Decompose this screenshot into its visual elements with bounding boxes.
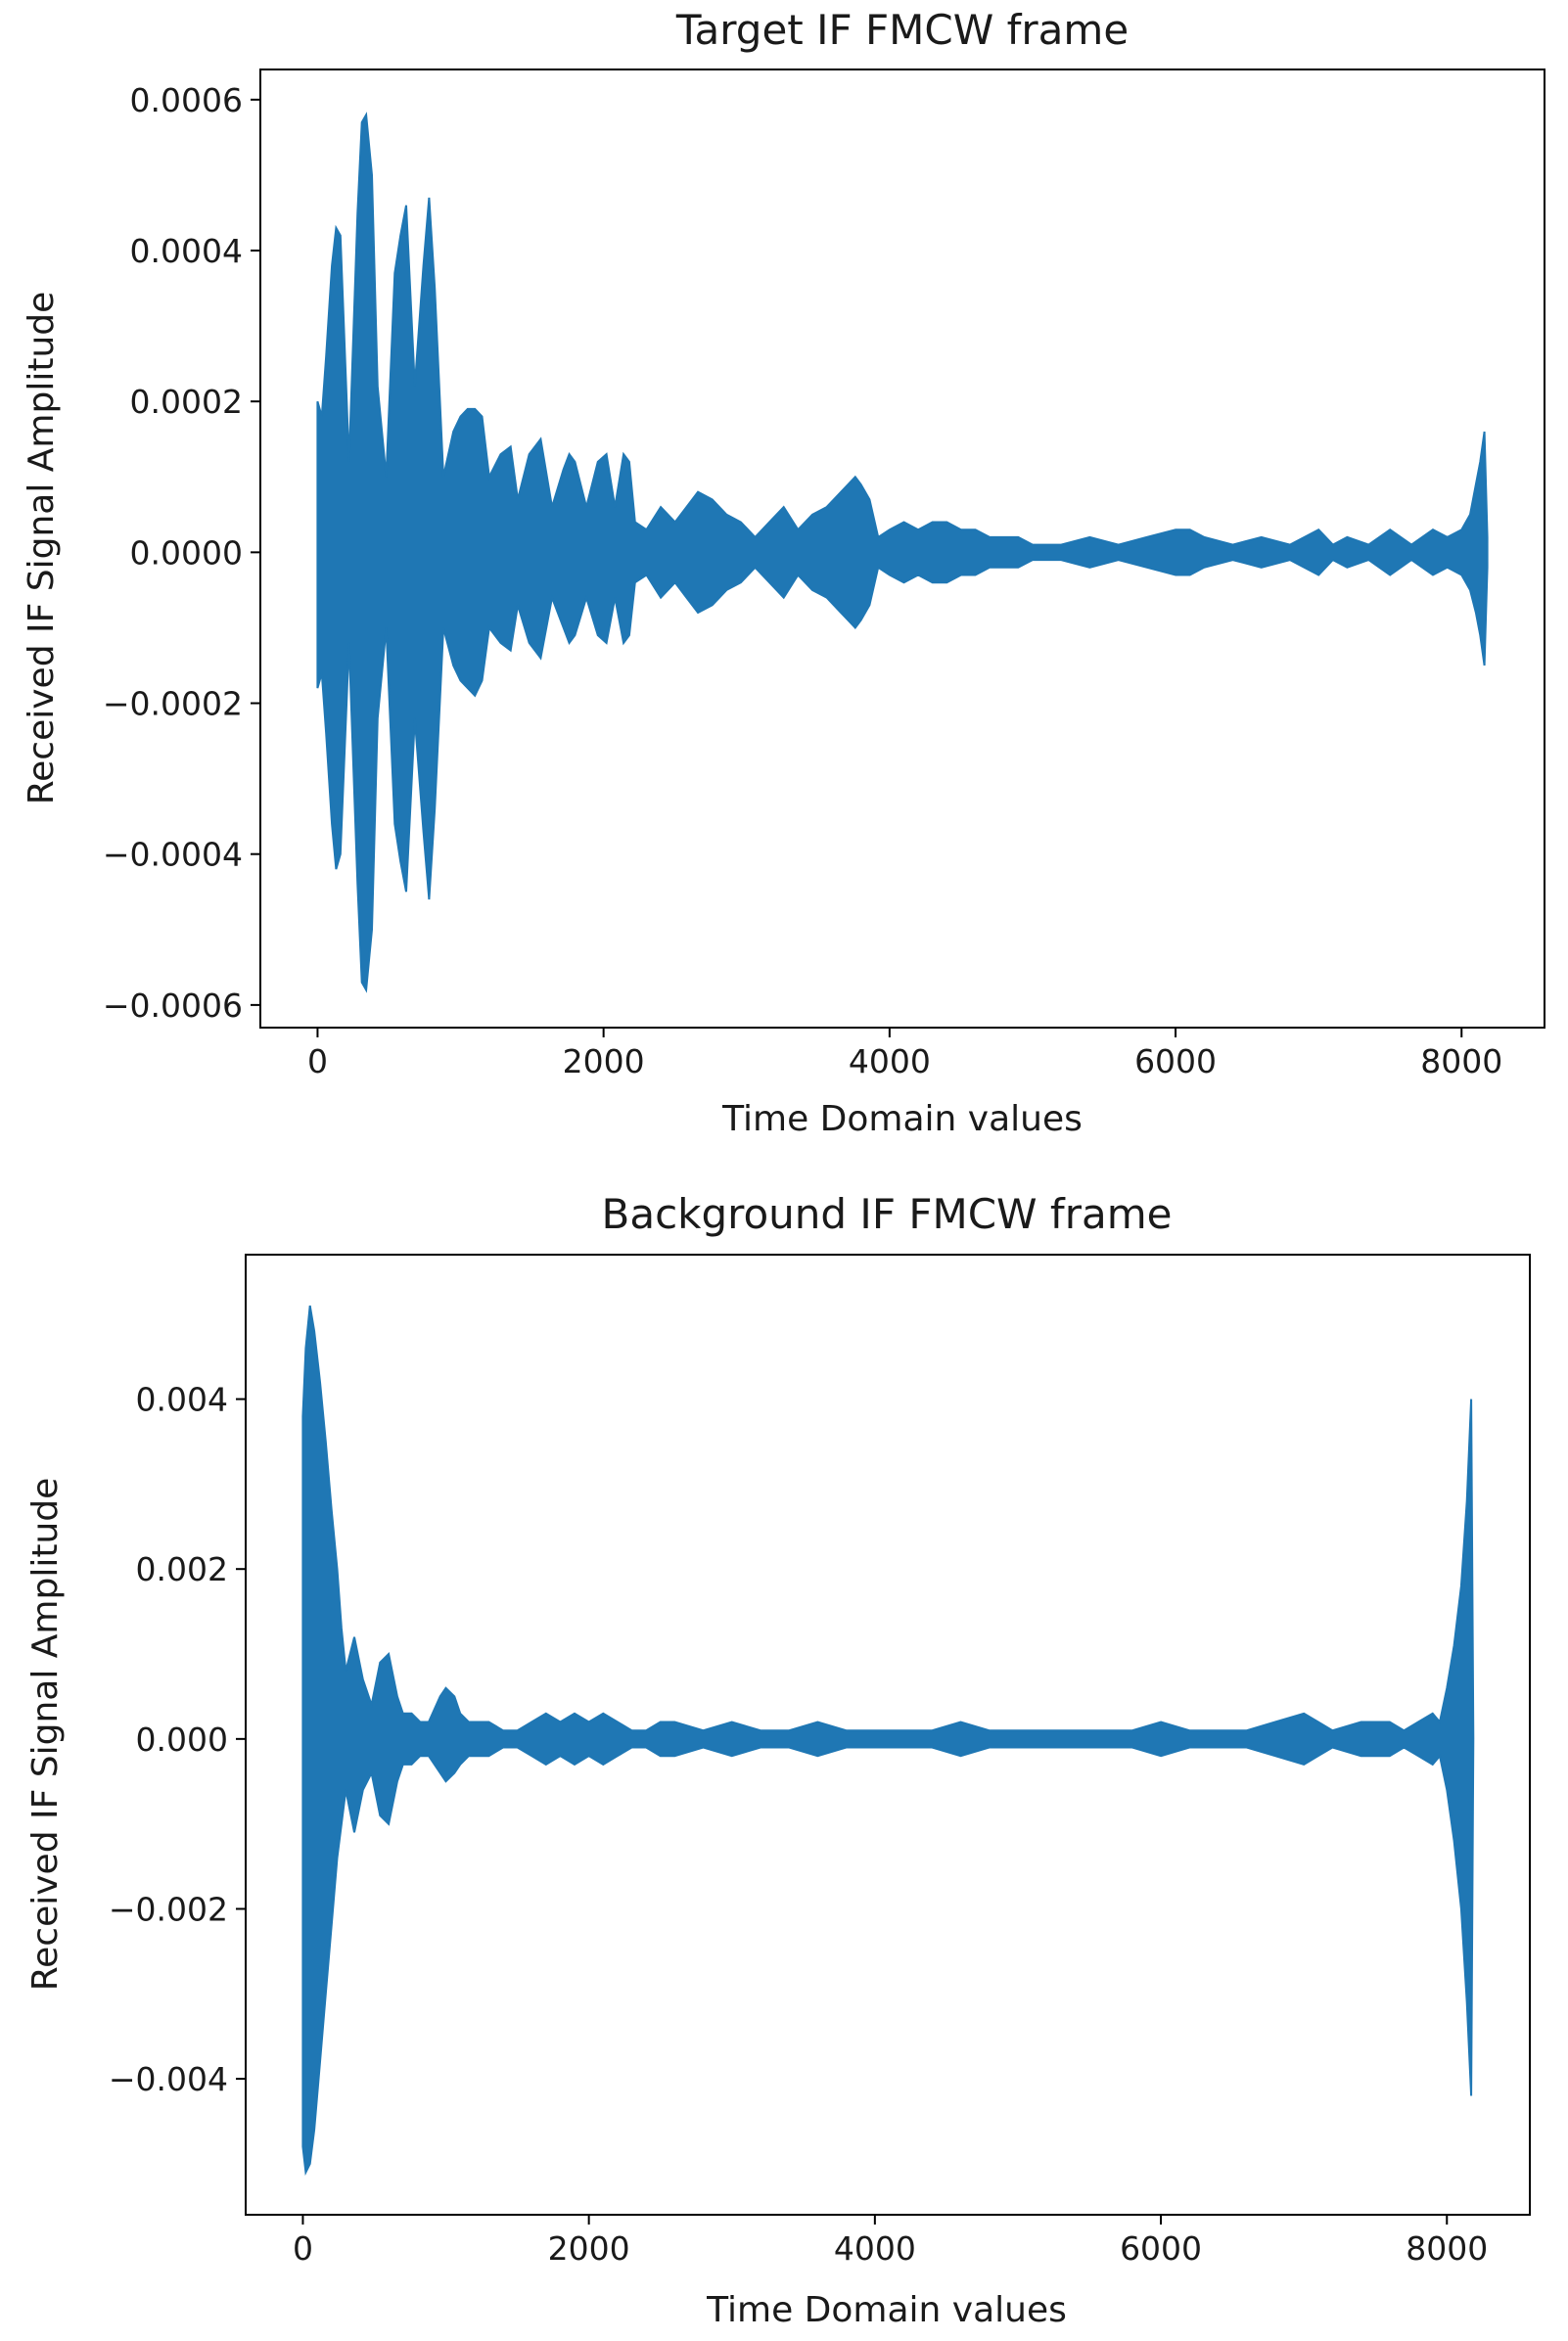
y-axis: 0.004 0.002 0.000 −0.002 −0.004 bbox=[109, 1381, 246, 2098]
chart-target: Target IF FMCW frame 0 2000 4000 6000 8000 0… bbox=[22, 6, 1545, 1139]
y-tick-label: −0.0006 bbox=[103, 987, 243, 1025]
x-tick-label: 0 bbox=[293, 2229, 313, 2268]
plot-area bbox=[245, 1254, 1531, 2216]
x-axis-label: Time Domain values bbox=[706, 2290, 1067, 2330]
chart-background: Background IF FMCW frame 0 2000 4000 6000 80… bbox=[25, 1190, 1531, 2330]
y-tick-label: 0.0004 bbox=[130, 232, 243, 270]
x-axis: 0 2000 4000 6000 8000 bbox=[307, 1028, 1502, 1080]
x-tick-label: 6000 bbox=[1134, 1042, 1217, 1080]
x-tick-label: 0 bbox=[307, 1042, 328, 1080]
x-tick-label: 4000 bbox=[849, 1042, 931, 1080]
signal-envelope bbox=[316, 112, 1489, 993]
x-axis-label: Time Domain values bbox=[721, 1099, 1083, 1139]
x-tick-label: 2000 bbox=[563, 1042, 645, 1080]
y-tick-label: 0.000 bbox=[136, 1721, 228, 1759]
chart-title: Background IF FMCW frame bbox=[602, 1190, 1173, 1238]
y-tick-label: 0.0002 bbox=[130, 383, 243, 421]
x-tick-label: 4000 bbox=[834, 2229, 916, 2268]
x-tick-label: 8000 bbox=[1406, 2229, 1488, 2268]
x-tick-label: 8000 bbox=[1420, 1042, 1502, 1080]
y-tick-label: 0.0000 bbox=[130, 533, 243, 572]
x-tick-label: 6000 bbox=[1120, 2229, 1202, 2268]
y-tick-label: 0.0006 bbox=[130, 81, 243, 119]
plot-frame bbox=[259, 69, 1545, 1029]
y-axis: 0.0006 0.0004 0.0002 0.0000 −0.0002 −0.0004 −0… bbox=[103, 81, 260, 1025]
y-tick-label: −0.002 bbox=[109, 1890, 228, 1928]
chart-title: Target IF FMCW frame bbox=[675, 6, 1129, 54]
y-tick-label: −0.004 bbox=[109, 2060, 228, 2098]
x-tick-label: 2000 bbox=[548, 2229, 630, 2268]
x-axis: 0 2000 4000 6000 8000 bbox=[293, 2215, 1488, 2268]
plot-frame bbox=[245, 1254, 1531, 2216]
y-axis-label: Received IF Signal Amplitude bbox=[22, 292, 62, 805]
y-tick-label: −0.0004 bbox=[103, 836, 243, 874]
y-axis-label: Received IF Signal Amplitude bbox=[25, 1478, 66, 1992]
y-tick-label: 0.004 bbox=[136, 1381, 228, 1419]
y-tick-label: 0.002 bbox=[136, 1550, 228, 1588]
signal-envelope bbox=[301, 1305, 1475, 2177]
y-tick-label: −0.0002 bbox=[103, 685, 243, 723]
plot-area bbox=[259, 69, 1545, 1029]
